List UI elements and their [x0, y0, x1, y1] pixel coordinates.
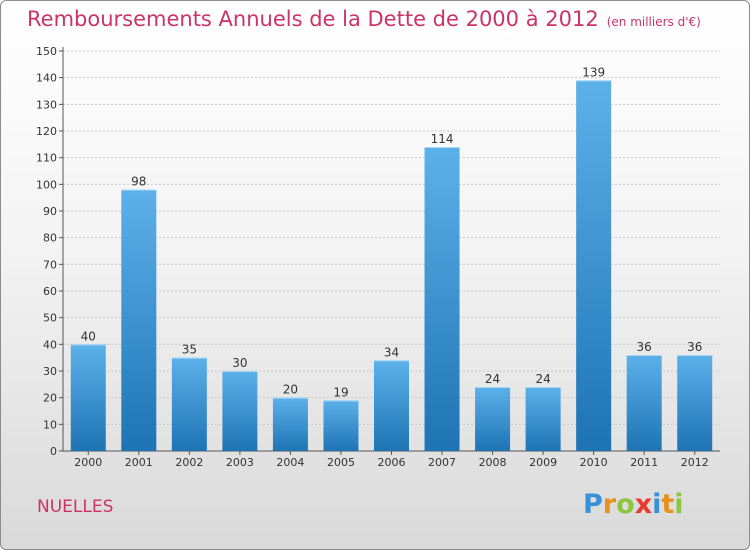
data-label: 139: [582, 65, 605, 79]
bar: [576, 80, 612, 451]
x-tick-label: 2006: [378, 456, 406, 469]
bar: [424, 147, 460, 451]
data-label: 98: [131, 175, 146, 189]
x-tick-label: 2001: [125, 456, 153, 469]
y-tick-label: 110: [36, 152, 57, 165]
x-tick-label: 2011: [630, 456, 658, 469]
data-label: 34: [384, 345, 399, 359]
data-label: 40: [81, 329, 96, 343]
bar: [222, 371, 258, 451]
bar: [272, 397, 308, 451]
y-tick-label: 70: [43, 258, 57, 271]
x-tick-label: 2002: [175, 456, 203, 469]
chart-title: Remboursements Annuels de la Dette de 20…: [27, 7, 701, 31]
y-tick-label: 90: [43, 205, 57, 218]
logo-letter: t: [661, 489, 675, 520]
y-tick-label: 120: [36, 125, 57, 138]
y-tick-label: 40: [43, 338, 57, 351]
logo-letter: P: [583, 489, 603, 520]
data-label: 114: [431, 132, 454, 146]
logo-letter: r: [602, 489, 617, 520]
y-tick-label: 60: [43, 285, 57, 298]
y-tick-label: 100: [36, 178, 57, 191]
y-tick-label: 130: [36, 98, 57, 111]
chart-title-text: Remboursements Annuels de la Dette de 20…: [27, 7, 599, 31]
proxiti-logo: Proxiti: [583, 489, 684, 520]
y-tick-label: 30: [43, 365, 57, 378]
chart-unit: (en milliers d'€): [606, 15, 701, 29]
bar: [121, 189, 157, 451]
bar: [323, 400, 359, 451]
bar: [677, 355, 713, 451]
y-tick-label: 10: [43, 418, 57, 431]
bar: [171, 357, 207, 451]
bar: [475, 387, 511, 451]
data-label: 19: [333, 385, 348, 399]
y-tick-label: 150: [36, 45, 57, 58]
data-label: 36: [637, 340, 652, 354]
x-tick-label: 2000: [74, 456, 102, 469]
logo-letter: o: [616, 489, 635, 520]
data-label: 20: [283, 383, 298, 397]
data-label: 35: [182, 343, 197, 357]
data-label: 24: [535, 372, 550, 386]
logo-letter: x: [634, 489, 653, 520]
y-tick-label: 50: [43, 312, 57, 325]
bar: [374, 360, 409, 451]
x-tick-label: 2010: [580, 456, 608, 469]
bar: [70, 344, 106, 451]
logo-letter: i: [652, 489, 662, 520]
commune-name: NUELLES: [37, 497, 114, 517]
logo-letter: i: [674, 489, 684, 520]
data-label: 24: [485, 372, 500, 386]
x-tick-label: 2005: [327, 456, 355, 469]
y-tick-label: 0: [50, 445, 57, 458]
x-tick-label: 2007: [428, 456, 456, 469]
bar: [525, 387, 561, 451]
y-tick-label: 140: [36, 72, 57, 85]
x-tick-label: 2012: [681, 456, 709, 469]
x-tick-label: 2008: [479, 456, 507, 469]
y-tick-label: 20: [43, 392, 57, 405]
data-label: 30: [232, 356, 247, 370]
x-tick-label: 2004: [276, 456, 304, 469]
bar: [626, 355, 662, 451]
y-tick-label: 80: [43, 232, 57, 245]
data-label: 36: [687, 340, 702, 354]
x-tick-label: 2003: [226, 456, 254, 469]
x-tick-label: 2009: [529, 456, 557, 469]
